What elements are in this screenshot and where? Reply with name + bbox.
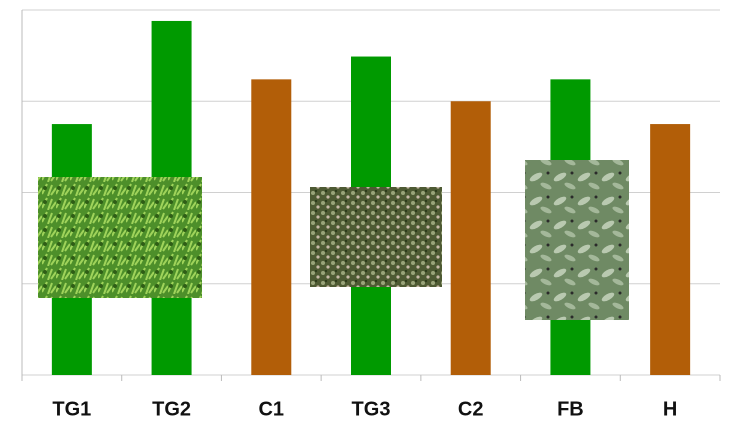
bar [450,101,491,375]
x-tick-label: TG3 [352,398,391,420]
x-tick-label: H [663,398,677,420]
photos [38,160,629,320]
photo [38,177,202,298]
x-tick-label: C1 [258,398,284,420]
x-tick-label: FB [557,398,584,420]
photo [525,160,629,320]
x-tick-label: TG2 [152,398,191,420]
x-tick-label: TG1 [52,398,91,420]
photo [310,187,442,287]
bar [251,79,292,375]
bar [650,124,691,375]
x-tick-label: C2 [458,398,484,420]
